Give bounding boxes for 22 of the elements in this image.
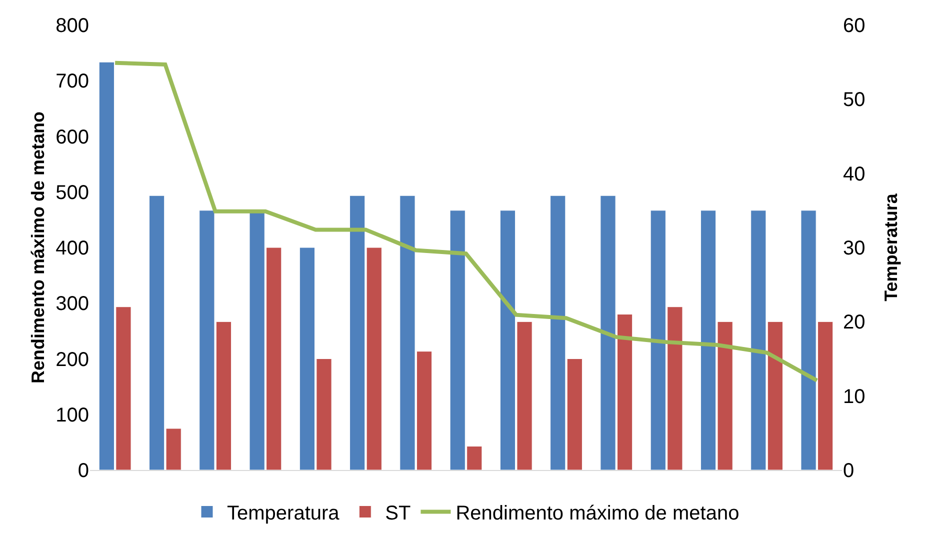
y2-tick-label: 0 bbox=[843, 460, 854, 482]
y-tick-label: 300 bbox=[56, 293, 89, 316]
y-tick-label: 0 bbox=[78, 460, 89, 482]
y-tick-label: 200 bbox=[56, 348, 89, 371]
y2-tick-label: 50 bbox=[843, 89, 866, 112]
y-tick-label: 500 bbox=[56, 182, 89, 204]
y2-tick-label: 60 bbox=[843, 15, 866, 37]
y-axis-title: Rendimento máximo de metano bbox=[28, 111, 48, 384]
line-series bbox=[113, 60, 819, 382]
y2-tick-label: 10 bbox=[843, 386, 866, 408]
legend-label: Temperatura bbox=[227, 502, 340, 525]
y-tick-label: 800 bbox=[56, 15, 89, 37]
legend-label: Rendimento máximo de metano bbox=[456, 502, 740, 525]
y-tick-label: 100 bbox=[56, 404, 89, 426]
y-tick-label: 400 bbox=[56, 238, 89, 260]
y2-tick-label: 40 bbox=[843, 163, 866, 186]
y2-tick-label: 20 bbox=[843, 312, 866, 334]
legend-label: ST bbox=[385, 502, 411, 525]
y-tick-label: 700 bbox=[56, 70, 89, 93]
y-tick-label: 600 bbox=[56, 126, 89, 148]
y2-tick-label: 30 bbox=[843, 238, 866, 260]
y2-axis-title: Temperatura bbox=[881, 192, 901, 302]
